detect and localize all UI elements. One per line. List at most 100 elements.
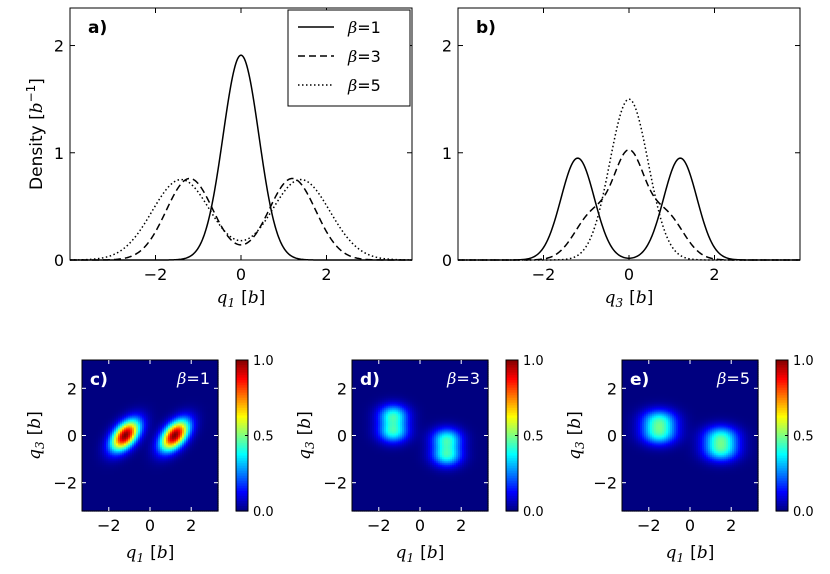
heat-cell-c: [104, 365, 107, 369]
heat-cell-c: [90, 435, 93, 439]
heat-cell-c: [84, 421, 87, 425]
heat-cell-c: [188, 373, 191, 377]
heat-cell-c: [84, 383, 87, 387]
heat-cell-c: [86, 409, 89, 413]
heat-cell-c: [128, 387, 131, 391]
heat-cell-c: [174, 439, 177, 443]
heat-cell-c: [104, 431, 107, 435]
heat-cell-c: [102, 437, 105, 441]
heat-cell-c: [188, 411, 191, 415]
heat-cell-c: [204, 437, 207, 441]
heat-cell-c: [152, 395, 155, 399]
heat-cell-c: [94, 441, 97, 445]
heat-cell-c: [92, 371, 95, 375]
heat-cell-c: [182, 423, 185, 427]
heat-cell-c: [212, 365, 215, 369]
heat-cell-c: [200, 401, 203, 405]
heat-cell-c: [204, 417, 207, 421]
heat-cell-c: [88, 395, 91, 399]
heat-cell-c: [150, 431, 153, 435]
heat-cell-c: [190, 411, 193, 415]
heat-cell-c: [140, 433, 143, 437]
heat-cell-c: [158, 389, 161, 393]
heat-cell-c: [142, 415, 145, 419]
heat-cell-c: [166, 397, 169, 401]
heat-cell-c: [172, 373, 175, 377]
heat-cell-c: [166, 385, 169, 389]
heat-cell-c: [170, 439, 173, 443]
heat-cell-c: [182, 363, 185, 367]
heat-cell-c: [164, 385, 167, 389]
heat-cell-c: [178, 411, 181, 415]
heat-cell-c: [196, 361, 199, 365]
heat-cell-c: [92, 375, 95, 379]
heat-cell-c: [186, 371, 189, 375]
heat-cell-c: [180, 361, 183, 365]
heat-cell-c: [194, 437, 197, 441]
heat-cell-c: [102, 373, 105, 377]
heat-cell-c: [94, 431, 97, 435]
heat-cell-c: [200, 363, 203, 367]
heat-cell-c: [140, 367, 143, 371]
heat-cell-c: [208, 423, 211, 427]
heat-cell-c: [128, 385, 131, 389]
heat-cell-c: [88, 421, 91, 425]
heat-cell-c: [166, 411, 169, 415]
heat-cell-c: [126, 399, 129, 403]
heat-cell-c: [188, 427, 191, 431]
heat-cell-c: [206, 367, 209, 371]
heat-cell-c: [112, 405, 115, 409]
heat-cell-c: [196, 367, 199, 371]
heat-cell-c: [84, 360, 87, 363]
heat-cell-c: [204, 369, 207, 373]
heat-cell-c: [136, 365, 139, 369]
heat-cell-c: [160, 411, 163, 415]
heat-cell-c: [182, 373, 185, 377]
heat-cell-c: [90, 441, 93, 445]
heat-cell-c: [148, 361, 151, 365]
heat-cell-c: [128, 427, 131, 431]
heat-cell-c: [206, 413, 209, 417]
heat-cell-c: [106, 365, 109, 369]
heat-cell-c: [118, 383, 121, 387]
heat-cell-c: [112, 389, 115, 393]
heat-cell-c: [152, 427, 155, 431]
heat-cell-c: [164, 411, 167, 415]
heat-cell-c: [96, 435, 99, 439]
heat-cell-c: [106, 419, 109, 423]
heat-cell-c: [164, 419, 167, 423]
heat-cell-c: [168, 379, 171, 383]
heat-cell-c: [98, 371, 101, 375]
heat-cell-c: [124, 437, 127, 441]
heat-cell-c: [142, 411, 145, 415]
heat-cell-c: [198, 393, 201, 397]
heat-cell-c: [84, 367, 87, 371]
heat-cell-c: [96, 385, 99, 389]
heat-cell-c: [82, 391, 85, 395]
heat-cell-c: [98, 369, 101, 373]
heat-cell-c: [136, 433, 139, 437]
heat-cell-c: [198, 409, 201, 413]
heat-cell-c: [88, 401, 91, 405]
heat-cell-c: [202, 411, 205, 415]
heat-cell-c: [168, 415, 171, 419]
heat-cell-c: [154, 425, 157, 429]
heat-cell-c: [90, 409, 93, 413]
heat-cell-c: [180, 360, 183, 363]
heat-cell-c: [146, 407, 149, 411]
heat-cell-c: [214, 379, 217, 383]
heat-cell-c: [216, 365, 219, 369]
heat-cell-c: [190, 363, 193, 367]
heat-cell-c: [202, 429, 205, 433]
heat-cell-c: [164, 397, 167, 401]
heat-cell-c: [96, 363, 99, 367]
heat-cell-c: [128, 371, 131, 375]
heat-cell-c: [156, 391, 159, 395]
heat-cell-c: [102, 407, 105, 411]
heat-cell-c: [172, 361, 175, 365]
heat-cell-c: [140, 387, 143, 391]
heat-cell-c: [116, 387, 119, 391]
heat-cell-c: [180, 417, 183, 421]
heat-cell-c: [140, 371, 143, 375]
heat-cell-c: [160, 429, 163, 433]
